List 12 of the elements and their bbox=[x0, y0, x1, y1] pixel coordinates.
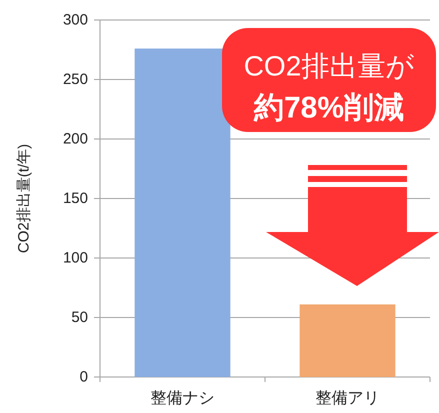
annotation: CO2排出量が bbox=[244, 50, 414, 82]
x-tick-label: 整備ナシ bbox=[150, 390, 214, 407]
y-tick-label: 250 bbox=[62, 71, 88, 88]
y-tick-label: 0 bbox=[80, 368, 88, 386]
y-tick-label: 100 bbox=[62, 250, 88, 266]
y-tick-label: 50 bbox=[71, 309, 88, 326]
y-tick-label: 300 bbox=[62, 12, 88, 28]
annotation: 約78%削減 bbox=[252, 92, 404, 124]
y-axis-title: CO2排出量(t/年) bbox=[16, 144, 32, 254]
y-tick-label: 200 bbox=[62, 130, 88, 148]
y-tick-label: 150 bbox=[62, 190, 88, 207]
x-tick-label: 整備アリ bbox=[316, 390, 380, 407]
